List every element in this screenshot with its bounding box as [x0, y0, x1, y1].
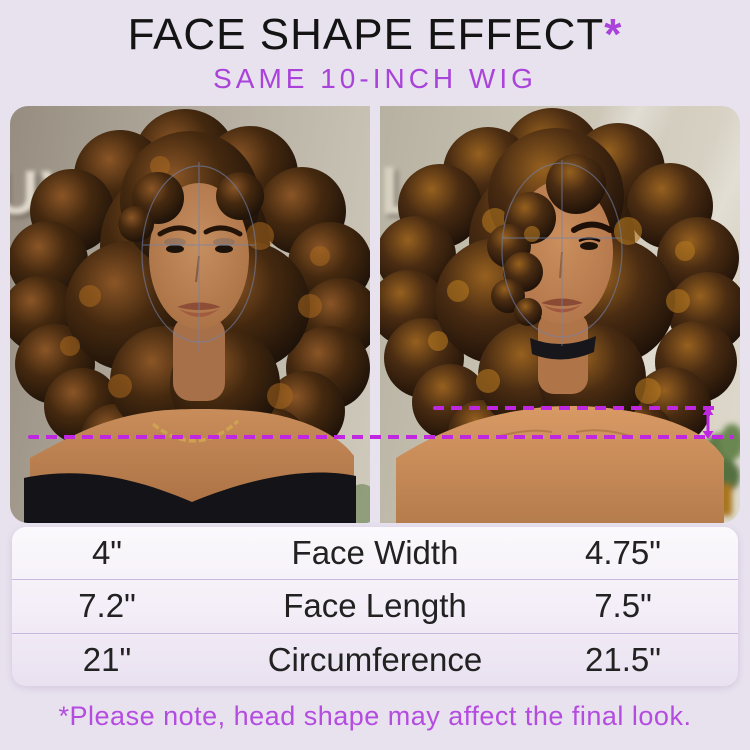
length-difference-arrow	[702, 407, 714, 439]
shoulder-measure-line	[28, 435, 734, 439]
collarbone-lines-right	[499, 429, 631, 437]
footnote: *Please note, head shape may affect the …	[58, 701, 692, 731]
metric-label: Circumference	[267, 640, 483, 678]
right-value: 21.5"	[585, 640, 661, 678]
table-row-circumference: 21" Circumference 21.5"	[12, 632, 738, 686]
black-top-left	[24, 472, 356, 523]
chin-strap-right	[530, 336, 596, 360]
title-text: FACE SHAPE EFFECT	[127, 10, 605, 59]
bang-highlight-right	[524, 226, 540, 242]
photo-left-model: UV	[10, 106, 370, 523]
page-subtitle: SAME 10-INCH WIG	[213, 63, 537, 94]
metric-label: Face Length	[283, 587, 467, 625]
face-guide-overlay-left	[141, 162, 257, 352]
measurement-table: 4" Face Width 4.75" 7.2" Face Length 7.5…	[12, 527, 738, 686]
face-features-right	[541, 221, 613, 313]
left-value: 7.2"	[78, 587, 136, 625]
photo-right-mannequin: LUV	[380, 106, 740, 523]
title-asterisk: *	[604, 10, 623, 59]
table-row-face-width: 4" Face Width 4.75"	[12, 527, 738, 579]
photo-right-illustration	[380, 108, 740, 523]
right-value: 4.75"	[585, 534, 661, 572]
table-row-face-length: 7.2" Face Length 7.5"	[12, 579, 738, 632]
comparison-photos: UV	[10, 106, 740, 523]
face-guide-overlay-right	[501, 160, 623, 346]
left-value: 21"	[82, 640, 132, 678]
necklace-left	[151, 419, 240, 443]
neck-left	[173, 316, 225, 401]
hair-bangs-left	[118, 172, 264, 242]
metric-label: Face Width	[291, 534, 459, 572]
hair-end-measure-line	[433, 406, 716, 410]
page-title: FACE SHAPE EFFECT*	[0, 10, 750, 60]
hair-bangs-right	[487, 154, 606, 326]
left-value: 4"	[91, 534, 123, 572]
right-value: 7.5"	[594, 587, 652, 625]
photo-left-illustration	[10, 109, 370, 523]
